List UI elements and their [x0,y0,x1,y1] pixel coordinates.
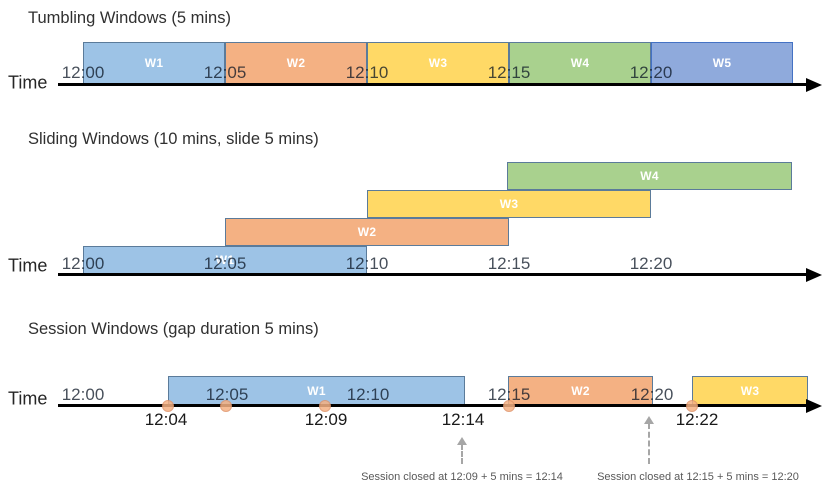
event-dot [220,400,232,412]
window-label: W4 [570,56,590,70]
window-box-w1: W1 [168,376,465,405]
window-box-w1: W1 [83,246,367,274]
axis-tick-label: 12:15 [487,385,531,404]
callout-arrowhead-icon [457,437,467,445]
time-axis [58,273,808,276]
axis-tick-label: 12:15 [487,63,531,82]
window-box-w3: W3 [692,376,808,405]
axis-tick-label: 12:00 [61,385,105,404]
window-label: W4 [640,169,659,183]
axis-tick-label: 12:20 [629,63,673,82]
event-time-label: 12:14 [441,410,485,429]
window-label: W5 [712,56,732,70]
window-label: W1 [215,253,235,267]
window-label: W3 [740,383,760,398]
axis-tick-label: 12:00 [61,254,105,273]
event-time-label: 12:22 [675,410,719,429]
section-title: Session Windows (gap duration 5 mins) [28,320,319,338]
window-label: W3 [499,197,519,211]
time-axis-label: Time [8,388,48,409]
window-box-w2: W2 [508,376,653,405]
window-label: W2 [286,56,306,70]
axis-tick-label: 12:10 [345,63,389,82]
event-time-label: 12:04 [144,410,188,429]
section-title: Sliding Windows (10 mins, slide 5 mins) [28,130,319,148]
event-dot [162,400,174,412]
axis-arrowhead-icon [806,78,822,92]
axis-tick-label: 12:10 [345,254,389,273]
callout-arrow-line [648,423,650,464]
axis-arrowhead-icon [806,399,822,413]
callout-arrow-line [461,444,463,464]
axis-tick-label: 12:20 [629,254,673,273]
window-box-w3: W3 [367,42,509,84]
callout-text: Session closed at 12:09 + 5 mins = 12:14 [361,471,563,483]
axis-tick-label: 12:05 [203,63,247,82]
callout-text: Session closed at 12:15 + 5 mins = 12:20 [597,471,799,483]
axis-tick-label: 12:05 [203,254,247,273]
window-label: W1 [307,383,326,398]
axis-tick-label: 12:15 [487,254,531,273]
window-box-w5: W5 [651,42,793,84]
window-box-w2: W2 [225,218,509,246]
window-box-w4: W4 [507,162,792,190]
time-axis [58,404,808,407]
window-label: W2 [571,383,590,398]
window-label: W2 [357,225,377,239]
event-dot [503,400,515,412]
window-label: W3 [428,56,448,70]
window-box-w1: W1 [83,42,225,84]
axis-tick-label: 12:20 [630,385,674,404]
callout-arrowhead-icon [644,416,654,424]
axis-arrowhead-icon [806,268,822,282]
axis-tick-label: 12:00 [61,63,105,82]
event-dot [319,400,331,412]
window-label: W1 [144,56,164,70]
time-axis-label: Time [8,255,48,276]
axis-tick-label: 12:10 [346,385,390,404]
window-box-w3: W3 [367,190,651,218]
event-dot [686,400,698,412]
time-axis [58,83,808,86]
axis-tick-label: 12:05 [205,385,249,404]
event-time-label: 12:09 [304,410,348,429]
time-axis-label: Time [8,72,48,93]
section-title: Tumbling Windows (5 mins) [28,9,231,27]
